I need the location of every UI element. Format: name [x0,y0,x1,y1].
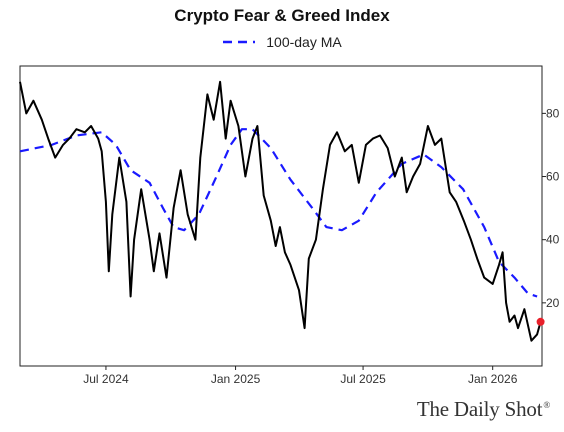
index-series [19,80,545,342]
chart-title: Crypto Fear & Greed Index [174,6,390,25]
registered-mark: ® [543,400,550,410]
daily-shot-logo: The Daily Shot® [417,397,550,422]
legend: 100-day MA [0,34,564,50]
y-tick-label: 80 [546,106,560,120]
ma-series [19,128,538,298]
y-tick-label: 40 [546,233,560,247]
tick-labels: 20 40 60 80 Jul 2024 Jan 2025 Jul 2025 Jan 2026 [83,106,559,386]
x-tick-label: Jul 2025 [340,372,386,386]
x-tick-label: Jan 2026 [468,372,518,386]
axes [19,65,546,370]
x-tick-label: Jan 2025 [211,372,261,386]
y-tick-label: 20 [546,296,560,310]
logo-text: The Daily Shot [416,397,543,421]
legend-label-ma: 100-day MA [266,34,342,50]
index-line [19,80,542,342]
x-tick-label: Jul 2024 [83,372,129,386]
plot-frame [19,65,543,367]
last-value-dot [536,317,545,326]
ma-line [19,128,538,298]
y-tick-label: 60 [546,170,560,184]
legend-dash-swatch [223,40,256,44]
